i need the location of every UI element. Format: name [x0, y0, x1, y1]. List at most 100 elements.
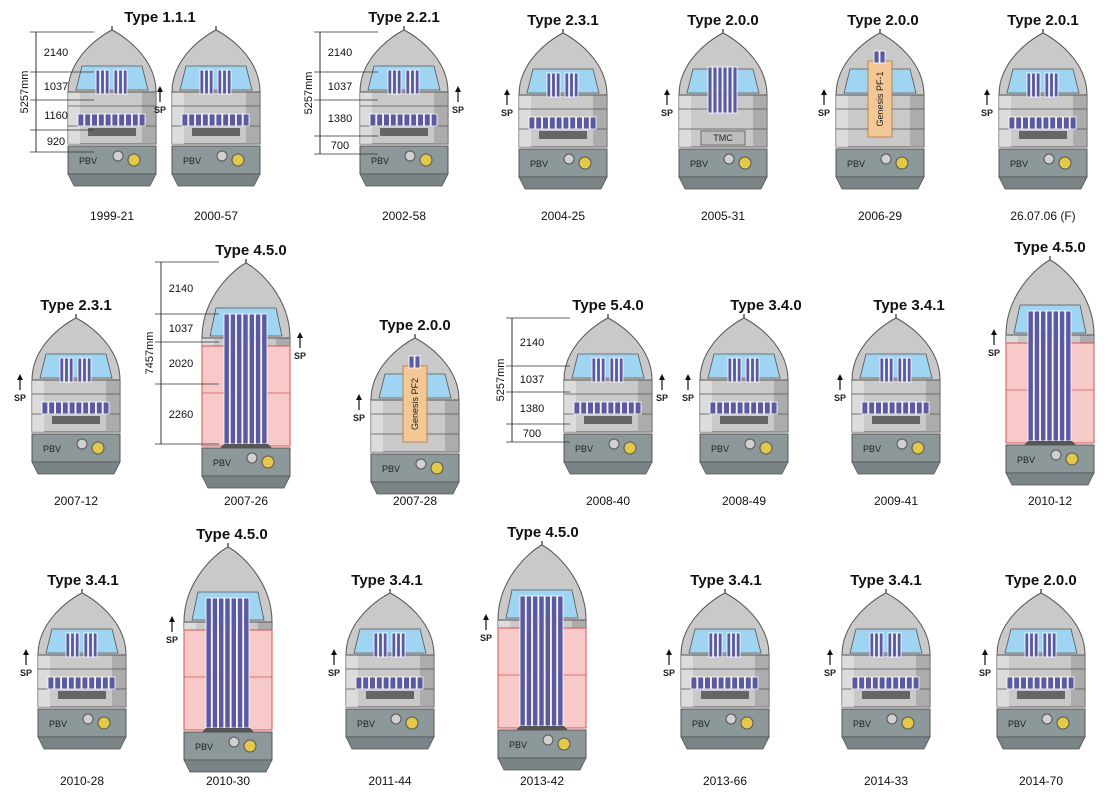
fairing-window — [39, 353, 113, 379]
fairing-type-title: Type 2.0.0 — [1005, 572, 1076, 589]
sphere-tank-icon — [623, 441, 637, 455]
solar-panel — [208, 69, 214, 95]
tank-icon — [608, 438, 620, 450]
solar-panel — [414, 69, 420, 95]
solar-panel — [389, 676, 397, 690]
genesis-module — [867, 60, 893, 138]
solar-panel — [236, 313, 243, 445]
solar-panel — [1047, 676, 1055, 690]
dimension-total: 5257mm — [303, 72, 315, 115]
fairing-type-title: Type 4.5.0 — [1014, 239, 1085, 256]
solar-panel — [858, 676, 865, 690]
sp-label: SP — [294, 351, 306, 361]
solar-panel — [895, 401, 903, 415]
solar-panel — [95, 69, 101, 95]
engine-skirt — [835, 176, 925, 190]
sp-label: SP — [480, 633, 492, 643]
solar-panel — [111, 113, 119, 127]
solar-panel — [68, 357, 74, 383]
solar-panel — [909, 401, 916, 415]
sphere-tank-icon — [419, 153, 433, 167]
solar-panel — [408, 355, 415, 369]
solar-panel — [557, 595, 564, 727]
dimension-value: 2260 — [169, 409, 193, 421]
tank-icon — [1043, 153, 1055, 165]
solar-panel — [410, 69, 415, 95]
body-shadow — [755, 655, 769, 707]
payload-platform — [701, 691, 749, 699]
solar-panel — [98, 113, 105, 127]
solar-panel — [532, 595, 539, 727]
launch-caption: 2002-58 — [382, 209, 426, 223]
sphere-tank-icon — [895, 156, 909, 170]
body-highlight — [68, 92, 80, 144]
body-highlight — [360, 92, 372, 144]
solar-panel — [91, 113, 98, 127]
payload-platform — [862, 691, 910, 699]
fairing-type-title: Type 3.4.1 — [47, 572, 118, 589]
sp-arrowhead-icon — [837, 374, 843, 380]
solar-panel — [555, 72, 561, 98]
solar-panel — [1035, 116, 1043, 130]
solar-panel — [102, 401, 110, 415]
solar-panel — [711, 676, 718, 690]
solar-panel — [96, 401, 103, 415]
solar-panel — [95, 676, 102, 690]
body-shadow — [445, 400, 459, 452]
solar-panel — [1040, 310, 1047, 442]
body-shadow — [434, 92, 448, 144]
fairing-window — [45, 628, 119, 654]
tank-icon — [82, 713, 94, 725]
body-shadow — [246, 92, 260, 144]
fairing-type-title: Type 3.4.1 — [850, 572, 921, 589]
tank-icon — [228, 736, 240, 748]
solar-panel — [745, 357, 751, 383]
fairing-type-title: Type 5.4.0 — [572, 297, 643, 314]
engine-skirt — [699, 461, 789, 475]
pbv-stage — [996, 708, 1086, 738]
fairing-2004-25: PBV Type 2.3.1 2004-25 SP — [501, 12, 608, 223]
solar-panel — [892, 676, 899, 690]
launch-caption: 2007-26 — [224, 494, 268, 508]
tank-icon — [542, 734, 554, 746]
solar-panel — [724, 676, 732, 690]
genesis-label: Genesis PF-1 — [875, 71, 885, 126]
sp-label: SP — [682, 393, 694, 403]
pbv-label: PBV — [690, 159, 708, 169]
solar-panel — [569, 72, 574, 98]
solar-panel — [400, 632, 406, 658]
dimension-value: 1380 — [328, 113, 352, 125]
solar-panel — [86, 357, 92, 383]
dimension-value: 2140 — [328, 47, 352, 59]
engine-skirt — [680, 736, 770, 750]
launch-caption: 2010-28 — [60, 774, 104, 788]
pbv-label: PBV — [530, 159, 548, 169]
payload-platform — [380, 128, 428, 136]
body-highlight — [172, 92, 184, 144]
dimension-value: 2140 — [169, 283, 193, 295]
solar-panel — [912, 676, 920, 690]
fairing-2000-57: PBV 2000-57 SP — [154, 26, 261, 223]
solar-panel — [195, 113, 202, 127]
tank-icon — [1050, 449, 1062, 461]
solar-panel — [64, 357, 69, 383]
solar-panel — [88, 676, 96, 690]
launch-caption: 2004-25 — [541, 209, 585, 223]
solar-panel — [730, 401, 737, 415]
solar-panel — [88, 632, 93, 658]
solar-panel — [1054, 676, 1061, 690]
solar-panel — [255, 313, 262, 445]
solar-panel — [736, 401, 744, 415]
solar-panel — [362, 676, 369, 690]
tank-icon — [246, 452, 258, 464]
solar-panel — [383, 113, 390, 127]
solar-panel — [217, 69, 223, 95]
fairing-2010-30: PBV Type 4.5.0 2010-30 SP — [166, 526, 273, 788]
solar-panel — [896, 632, 902, 658]
solar-panel — [226, 69, 232, 95]
fairing-2005-31: TMC PBV Type 2.0.0 2005-31 SP — [661, 12, 768, 223]
solar-panel — [875, 401, 882, 415]
sp-label: SP — [663, 668, 675, 678]
launch-caption: 2006-29 — [858, 209, 902, 223]
